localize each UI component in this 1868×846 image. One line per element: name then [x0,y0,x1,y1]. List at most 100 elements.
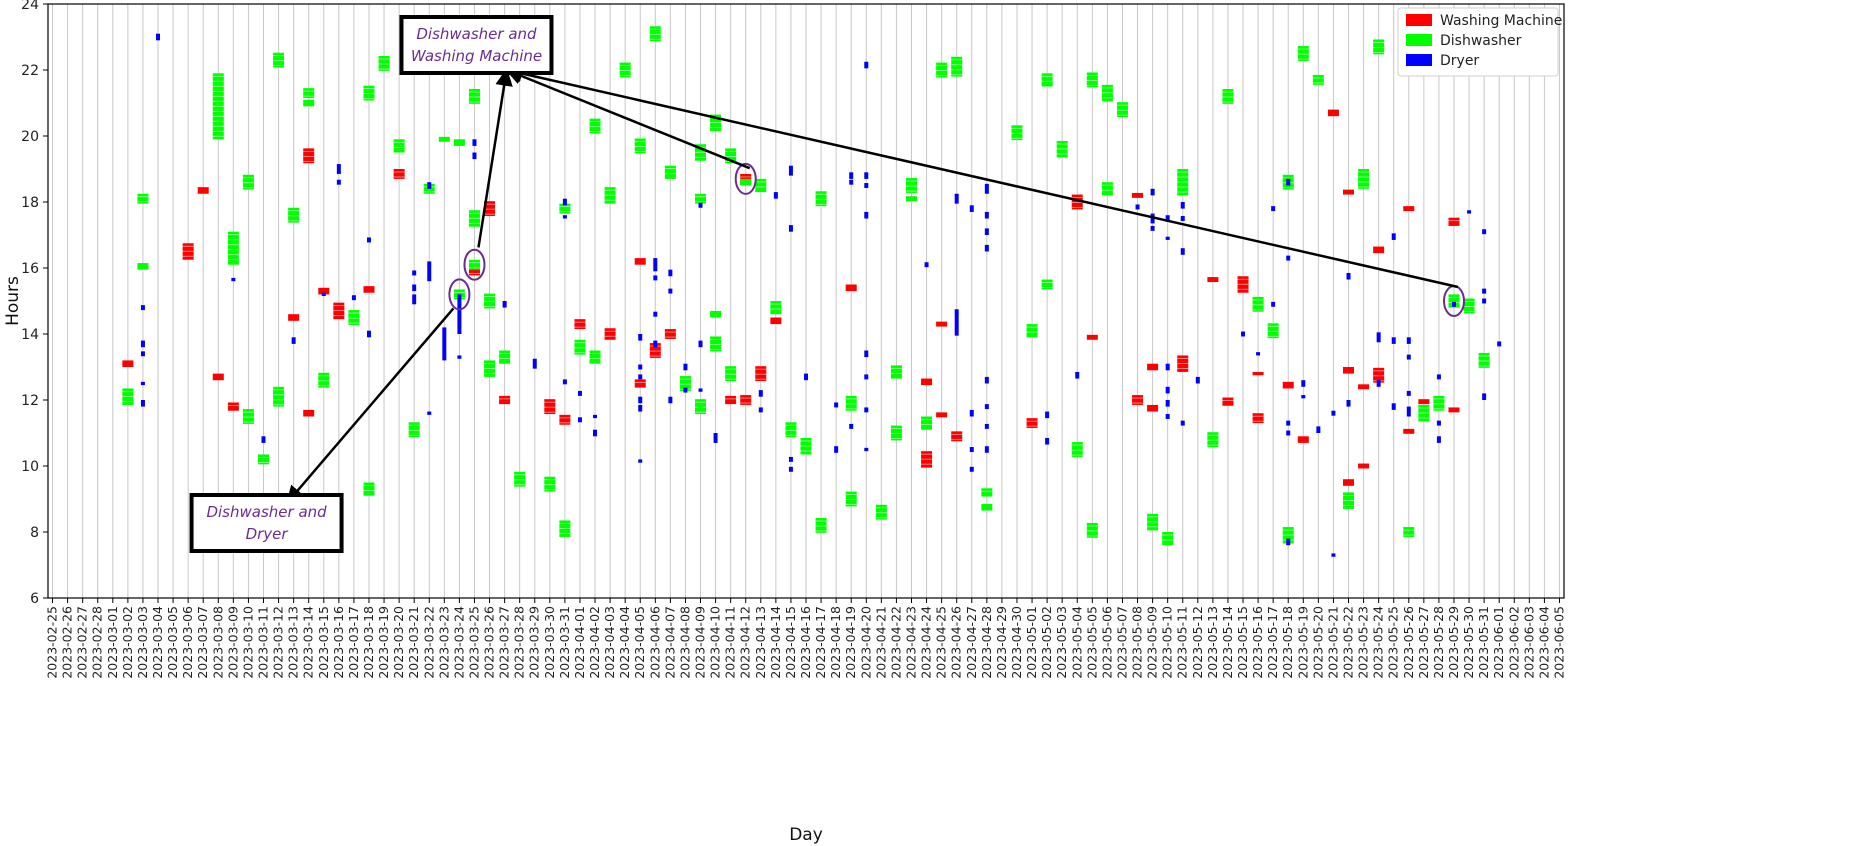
x-tick-label: 2023-04-26 [949,606,964,679]
dryer-bar [1150,188,1155,196]
dryer-bar [1195,376,1200,384]
dryer-bar [864,183,869,188]
x-tick-label: 2023-05-21 [1325,606,1340,679]
dishwasher-bar [890,425,902,441]
x-tick-label: 2023-04-19 [843,606,858,679]
x-tick-label: 2023-03-16 [331,606,346,679]
dishwasher-bar [905,178,917,193]
callout-frame [399,15,554,75]
dishwasher-bar [845,395,857,411]
washing-machine-bar [197,187,209,194]
dryer-bar [412,301,417,305]
dryer-bar [1286,430,1291,436]
dryer-bar [969,409,974,417]
dishwasher-bar [544,476,556,492]
dryer-bar [954,193,959,204]
dryer-bar [788,165,793,176]
x-tick-label: 2023-03-29 [527,606,542,679]
x-tick-label: 2023-05-03 [1054,606,1069,679]
x-tick-label: 2023-04-12 [738,606,753,679]
dryer-bar [1436,420,1441,426]
dishwasher-bar [710,336,722,352]
x-tick-label: 2023-04-05 [632,606,647,679]
dishwasher-bar [1116,102,1128,118]
dishwasher-bar [679,376,691,391]
x-tick-label: 2023-05-07 [1114,606,1129,679]
dishwasher-bar [785,422,797,438]
dryer-bar [1165,400,1170,407]
legend-label: Washing Machine [1440,13,1562,29]
washing-machine-bar [770,317,782,325]
y-tick-label: 8 [30,525,39,541]
data-bars [122,26,1502,557]
x-tick-label: 2023-04-17 [813,606,828,679]
dishwasher-bar [951,56,963,77]
dishwasher-bar [936,62,948,78]
dryer-bar [713,433,718,443]
dishwasher-bar [1222,88,1234,104]
x-tick-label: 2023-03-25 [466,606,481,679]
x-tick-label: 2023-05-29 [1446,606,1461,679]
x-tick-label: 2023-04-22 [888,606,903,679]
dryer-bar [1331,410,1336,416]
washing-machine-bar [951,431,963,442]
washing-machine-bar [1086,334,1098,340]
dryer-bar [427,182,432,189]
dryer-bar [653,275,658,281]
x-axis-ticks: 2023-02-25 2023-02-26 2023-02-27 2023-02-28… [45,598,1566,679]
dryer-bar [1497,341,1502,347]
y-tick-label: 24 [21,0,39,13]
callout-box: Dishwasher and Washing Machine [399,15,554,75]
x-tick-label: 2023-05-12 [1190,606,1205,679]
legend-frame [1397,7,1559,77]
dryer-bar [593,429,598,437]
dryer-bar [653,311,658,317]
x-tick-label: 2023-02-25 [45,606,60,679]
x-tick-label: 2023-03-24 [451,606,466,679]
dryer-bar [140,400,145,407]
washing-machine-bar [1282,381,1294,389]
x-tick-label: 2023-05-20 [1310,606,1325,679]
dishwasher-bar [1252,296,1264,312]
annotation-arrow [504,64,1459,289]
callout-text: Dryer [246,525,289,543]
dryer-bar [1301,380,1306,387]
washing-machine-bar [936,321,948,327]
washing-machine-bar [1071,194,1083,210]
washing-machine-bar [1252,371,1264,376]
annotation-arrow [504,67,751,170]
x-tick-label: 2023-02-28 [90,606,105,679]
callout-text: Dishwasher and [206,503,327,521]
x-tick-label: 2023-04-13 [753,606,768,679]
dryer-bar [366,237,371,243]
y-tick-label: 16 [21,261,39,277]
dishwasher-bar [378,55,390,71]
x-tick-label: 2023-04-03 [602,606,617,679]
dryer-bar [1301,395,1306,399]
dryer-bar [1391,403,1396,410]
dryer-bar [1165,236,1170,240]
washing-machine-bar [288,314,300,321]
x-axis-label: Day [789,825,823,845]
dryer-bar [593,414,598,419]
washing-machine-bar [484,201,496,217]
dryer-bar [1391,233,1396,240]
x-tick-label: 2023-03-13 [286,606,301,679]
dryer-bar [562,198,567,206]
dishwasher-bar [1312,74,1324,85]
x-tick-label: 2023-05-16 [1250,606,1265,679]
x-tick-label: 2023-03-18 [361,606,376,679]
x-tick-label: 2023-04-23 [903,606,918,679]
dryer-bar [653,258,658,272]
dishwasher-bar [589,350,601,364]
x-tick-label: 2023-03-06 [180,606,195,679]
dryer-bar [864,407,869,413]
annotation-arrow [477,68,513,248]
washing-machine-bar [1297,436,1309,443]
x-tick-label: 2023-03-10 [240,606,255,679]
dishwasher-bar [303,88,315,99]
washing-machine-bar [544,399,556,415]
dryer-bar [140,340,145,348]
